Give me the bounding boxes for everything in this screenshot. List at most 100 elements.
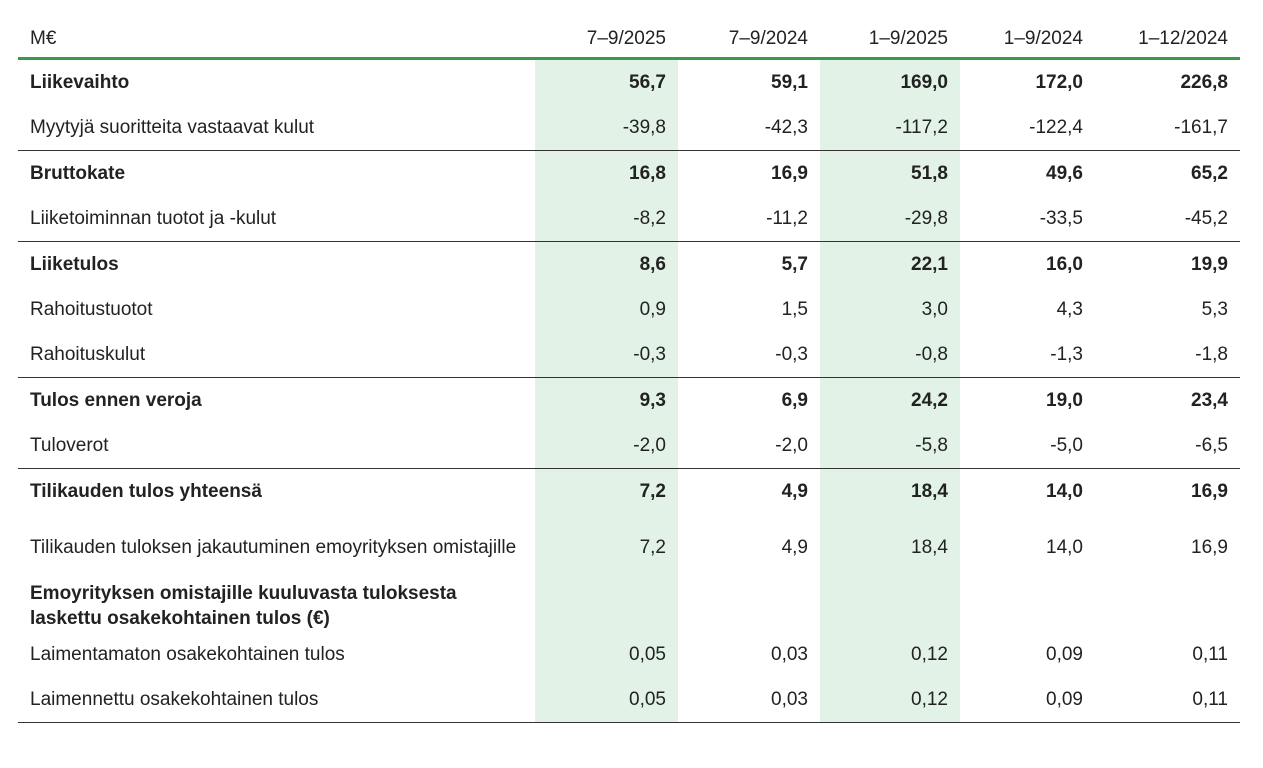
empty-cell — [820, 580, 960, 632]
value-cell: 169,0 — [820, 58, 960, 105]
table-row: Rahoituskulut -0,3 -0,3 -0,8 -1,3 -1,8 — [18, 332, 1240, 378]
value-cell: 0,11 — [1192, 644, 1228, 665]
value-cell: 0,09 — [1046, 644, 1083, 665]
value-cell: -39,8 — [535, 105, 678, 151]
value-cell: 4,9 — [781, 536, 808, 558]
value-cell: -8,2 — [535, 196, 678, 242]
value-cell: 65,2 — [1191, 163, 1228, 184]
value-cell: -5,0 — [960, 423, 1095, 469]
table-row: Liiketulos 8,6 5,7 22,1 16,0 19,9 — [18, 241, 1240, 287]
value-cell: 226,8 — [1180, 72, 1228, 93]
table-row: Bruttokate 16,8 16,9 51,8 49,6 65,2 — [18, 150, 1240, 196]
row-label: Emoyrityksen omistajille kuuluvasta tulo… — [30, 583, 457, 629]
row-label: Tilikauden tulos yhteensä — [30, 481, 262, 502]
value-cell: 7,2 — [535, 468, 678, 514]
value-cell: 19,0 — [1046, 390, 1083, 411]
value-cell: 3,0 — [820, 287, 960, 332]
value-cell: 0,12 — [820, 677, 960, 723]
value-cell: -11,2 — [678, 196, 820, 242]
table-row: Laimentamaton osakekohtainen tulos 0,05 0,… — [18, 632, 1240, 677]
value-cell: -1,8 — [1095, 332, 1240, 378]
value-cell: 5,7 — [781, 254, 808, 275]
value-cell: 7,2 — [535, 514, 678, 580]
header-row: M€ 7–9/2025 7–9/2024 1–9/2025 1–9/2024 1–12/2… — [18, 20, 1240, 60]
value-cell: 9,3 — [535, 377, 678, 423]
value-cell: 0,03 — [771, 644, 808, 665]
value-cell: -33,5 — [960, 196, 1095, 242]
table-row: Liikevaihto 56,7 59,1 169,0 172,0 226,8 — [18, 58, 1240, 105]
value-cell: 4,3 — [1056, 299, 1083, 320]
income-table: M€ 7–9/2025 7–9/2024 1–9/2025 1–9/2024 1–12/2… — [18, 20, 1240, 723]
table-row: Tilikauden tuloksen jakautuminen emoyrit… — [18, 514, 1240, 580]
row-label: Laimennettu osakekohtainen tulos — [18, 677, 535, 723]
value-cell: 16,9 — [1191, 481, 1228, 502]
value-cell: 59,1 — [771, 72, 808, 93]
table-row: Myytyjä suoritteita vastaavat kulut -39,8… — [18, 105, 1240, 151]
value-cell: 5,3 — [1201, 299, 1228, 320]
row-label: Rahoitustuotot — [30, 299, 153, 320]
value-cell: -5,8 — [820, 423, 960, 469]
value-cell: 0,11 — [1095, 677, 1240, 723]
value-cell: 22,1 — [820, 241, 960, 287]
row-label: Tilikauden tuloksen jakautuminen emoyrit… — [30, 536, 517, 558]
empty-cell — [960, 580, 1095, 632]
row-label: Bruttokate — [30, 163, 126, 184]
empty-cell — [678, 580, 820, 632]
row-label: Rahoituskulut — [18, 332, 535, 378]
value-cell: 16,8 — [535, 150, 678, 196]
column-header: 1–12/2024 — [1095, 20, 1240, 60]
value-cell: 8,6 — [535, 241, 678, 287]
table-row: Laimennettu osakekohtainen tulos 0,05 0,03… — [18, 677, 1240, 723]
value-cell: 56,7 — [535, 58, 678, 105]
value-cell: 14,0 — [1046, 536, 1083, 558]
value-cell: 18,4 — [820, 514, 960, 580]
value-cell: 24,2 — [820, 377, 960, 423]
value-cell: 0,12 — [820, 632, 960, 677]
column-header: 7–9/2024 — [678, 20, 820, 60]
table-row: Tuloverot -2,0 -2,0 -5,8 -5,0 -6,5 — [18, 423, 1240, 469]
value-cell: 6,9 — [781, 390, 808, 411]
value-cell: 51,8 — [820, 150, 960, 196]
table-row: Emoyrityksen omistajille kuuluvasta tulo… — [18, 580, 1240, 632]
value-cell: 19,9 — [1191, 254, 1228, 275]
empty-cell — [535, 580, 678, 632]
unit-header: M€ — [18, 20, 535, 60]
table-row: Tulos ennen veroja 9,3 6,9 24,2 19,0 23,4 — [18, 377, 1240, 423]
value-cell: 4,9 — [781, 481, 808, 502]
column-header: 1–9/2025 — [820, 20, 960, 60]
value-cell: 0,05 — [535, 632, 678, 677]
row-label: Liiketulos — [30, 254, 119, 275]
row-label: Tulos ennen veroja — [30, 390, 202, 411]
column-header: 1–9/2024 — [960, 20, 1095, 60]
value-cell: -0,3 — [535, 332, 678, 378]
row-label: Myytyjä suoritteita vastaavat kulut — [18, 105, 535, 151]
row-label: Laimentamaton osakekohtainen tulos — [30, 644, 345, 665]
value-cell: 1,5 — [781, 299, 808, 320]
row-label: Tuloverot — [18, 423, 535, 469]
column-header: 7–9/2025 — [535, 20, 678, 60]
value-cell: -0,3 — [678, 332, 820, 378]
row-label: Liiketoiminnan tuotot ja -kulut — [18, 196, 535, 242]
value-cell: 49,6 — [1046, 163, 1083, 184]
value-cell: -2,0 — [535, 423, 678, 469]
value-cell: 0,05 — [535, 677, 678, 723]
table-row: Liiketoiminnan tuotot ja -kulut -8,2 -11,2… — [18, 196, 1240, 242]
value-cell: -45,2 — [1095, 196, 1240, 242]
value-cell: -29,8 — [820, 196, 960, 242]
value-cell: 23,4 — [1191, 390, 1228, 411]
row-label: Liikevaihto — [30, 72, 130, 93]
value-cell: -117,2 — [820, 105, 960, 151]
value-cell: -2,0 — [678, 423, 820, 469]
value-cell: -122,4 — [960, 105, 1095, 151]
table-row: Rahoitustuotot 0,9 1,5 3,0 4,3 5,3 — [18, 287, 1240, 332]
value-cell: 16,9 — [1191, 536, 1228, 558]
value-cell: 16,9 — [771, 163, 808, 184]
value-cell: 172,0 — [1035, 72, 1083, 93]
value-cell: -161,7 — [1095, 105, 1240, 151]
table-row: Tilikauden tulos yhteensä 7,2 4,9 18,4 14,0 1… — [18, 468, 1240, 514]
value-cell: 16,0 — [1046, 254, 1083, 275]
value-cell: -42,3 — [678, 105, 820, 151]
value-cell: -1,3 — [960, 332, 1095, 378]
value-cell: -0,8 — [820, 332, 960, 378]
